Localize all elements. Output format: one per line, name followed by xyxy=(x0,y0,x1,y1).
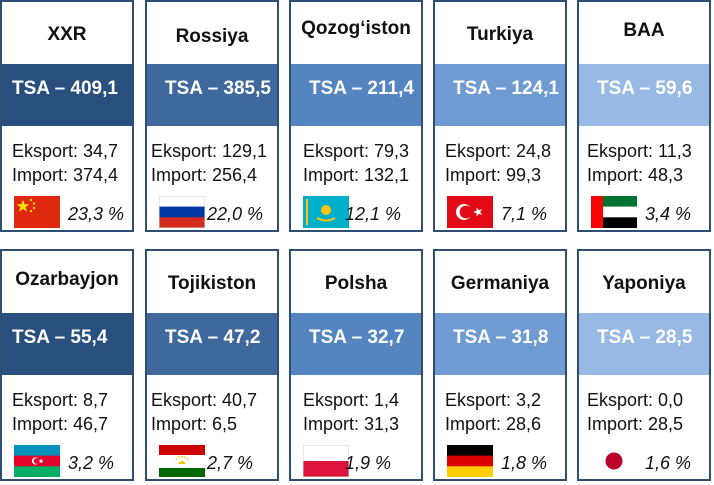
tsa-value: TSA – 47,2 xyxy=(165,327,261,348)
turkey-flag-icon xyxy=(447,196,493,228)
export-value: Eksport: 129,1 xyxy=(151,141,268,161)
share-percent: 12,1 % xyxy=(345,204,402,224)
country-card: Germaniya TSA – 31,8 Eksport: 3,2 Import: 2… xyxy=(433,249,567,481)
import-value: Import: 256,4 xyxy=(151,165,258,185)
country-name: Tojikiston xyxy=(167,273,257,294)
tsa-band: TSA – 211,4 xyxy=(291,64,421,126)
azerbaijan-flag-icon xyxy=(14,445,60,477)
country-card: Ozarbayjon TSA – 55,4 Eksport: 8,7 Import: … xyxy=(0,249,134,481)
country-card: BAA TSA – 59,6 Eksport: 11,3 Import: 48,3 3,… xyxy=(577,0,711,232)
export-value: Eksport: 11,3 xyxy=(587,141,692,161)
kazakhstan-flag-icon xyxy=(303,196,349,228)
country-name: XXR xyxy=(47,24,87,45)
tsa-band: TSA – 31,8 xyxy=(435,313,565,375)
share-percent: 3,4 % xyxy=(645,204,692,224)
import-value: Import: 132,1 xyxy=(303,165,410,185)
tsa-band: TSA – 385,5 xyxy=(147,64,277,126)
tsa-band: TSA – 32,7 xyxy=(291,313,421,375)
export-value: Eksport: 3,2 xyxy=(445,390,542,410)
germany-flag-icon xyxy=(447,445,493,477)
import-value: Import: 28,6 xyxy=(445,414,542,434)
share-percent: 3,2 % xyxy=(68,453,115,473)
tsa-band: TSA – 124,1 xyxy=(435,64,565,126)
import-value: Import: 374,4 xyxy=(12,165,119,185)
poland-flag-icon xyxy=(303,445,349,477)
tsa-band: TSA – 409,1 xyxy=(2,64,132,126)
russia-flag-icon xyxy=(159,196,205,228)
country-name: Germaniya xyxy=(450,273,550,294)
tsa-value: TSA – 124,1 xyxy=(453,78,559,99)
tsa-band: TSA – 59,6 xyxy=(579,64,709,126)
share-percent: 22,0 % xyxy=(207,204,264,224)
tajikistan-flag-icon xyxy=(159,445,205,477)
export-value: Eksport: 79,3 xyxy=(303,141,410,161)
country-card: Rossiya TSA – 385,5 Eksport: 129,1 Import: … xyxy=(145,0,279,232)
china-flag-icon xyxy=(14,196,60,228)
country-card: Polsha TSA – 32,7 Eksport: 1,4 Import: 31,3… xyxy=(289,249,423,481)
export-value: Eksport: 0,0 xyxy=(587,390,684,410)
country-card: Turkiya TSA – 124,1 Eksport: 24,8 Import: 9… xyxy=(433,0,567,232)
export-value: Eksport: 1,4 xyxy=(303,390,400,410)
country-card: XXR TSA – 409,1 Eksport: 34,7 Import: 374,4… xyxy=(0,0,134,232)
country-name: Qozog‘iston xyxy=(301,18,411,39)
tsa-value: TSA – 211,4 xyxy=(309,78,414,99)
tsa-band: TSA – 28,5 xyxy=(579,313,709,375)
share-percent: 1,6 % xyxy=(645,453,692,473)
export-value: Eksport: 8,7 xyxy=(12,390,109,410)
tsa-value: TSA – 32,7 xyxy=(309,327,405,348)
country-name: BAA xyxy=(623,20,665,41)
country-card: Tojikiston TSA – 47,2 Eksport: 40,7 Import:… xyxy=(145,249,279,481)
tsa-band: TSA – 55,4 xyxy=(2,313,132,375)
tsa-band: TSA – 47,2 xyxy=(147,313,277,375)
import-value: Import: 28,5 xyxy=(587,414,684,434)
tsa-value: TSA – 385,5 xyxy=(165,78,271,99)
share-percent: 2,7 % xyxy=(207,453,254,473)
import-value: Import: 31,3 xyxy=(303,414,400,434)
country-card: Yaponiya TSA – 28,5 Eksport: 0,0 Import: 28… xyxy=(577,249,711,481)
tsa-value: TSA – 59,6 xyxy=(597,78,693,99)
tsa-value: TSA – 28,5 xyxy=(597,327,693,348)
import-value: Import: 46,7 xyxy=(12,414,109,434)
export-value: Eksport: 34,7 xyxy=(12,141,119,161)
export-value: Eksport: 24,8 xyxy=(445,141,552,161)
country-name: Yaponiya xyxy=(602,273,686,294)
country-name: Polsha xyxy=(324,273,388,294)
country-card: Qozog‘iston TSA – 211,4 Eksport: 79,3 Impor… xyxy=(289,0,423,232)
tsa-value: TSA – 409,1 xyxy=(12,78,118,99)
share-percent: 1,9 % xyxy=(345,453,392,473)
import-value: Import: 99,3 xyxy=(445,165,542,185)
share-percent: 7,1 % xyxy=(501,204,548,224)
import-value: Import: 48,3 xyxy=(587,165,684,185)
tsa-value: TSA – 55,4 xyxy=(12,327,108,348)
share-percent: 1,8 % xyxy=(501,453,548,473)
country-name: Rossiya xyxy=(175,26,249,47)
export-value: Eksport: 40,7 xyxy=(151,390,258,410)
country-name: Turkiya xyxy=(466,24,534,45)
share-percent: 23,3 % xyxy=(68,204,125,224)
japan-flag-icon xyxy=(591,445,637,477)
country-name: Ozarbayjon xyxy=(15,269,119,290)
tsa-value: TSA – 31,8 xyxy=(453,327,549,348)
uae-flag-icon xyxy=(591,196,637,228)
import-value: Import: 6,5 xyxy=(151,414,238,434)
